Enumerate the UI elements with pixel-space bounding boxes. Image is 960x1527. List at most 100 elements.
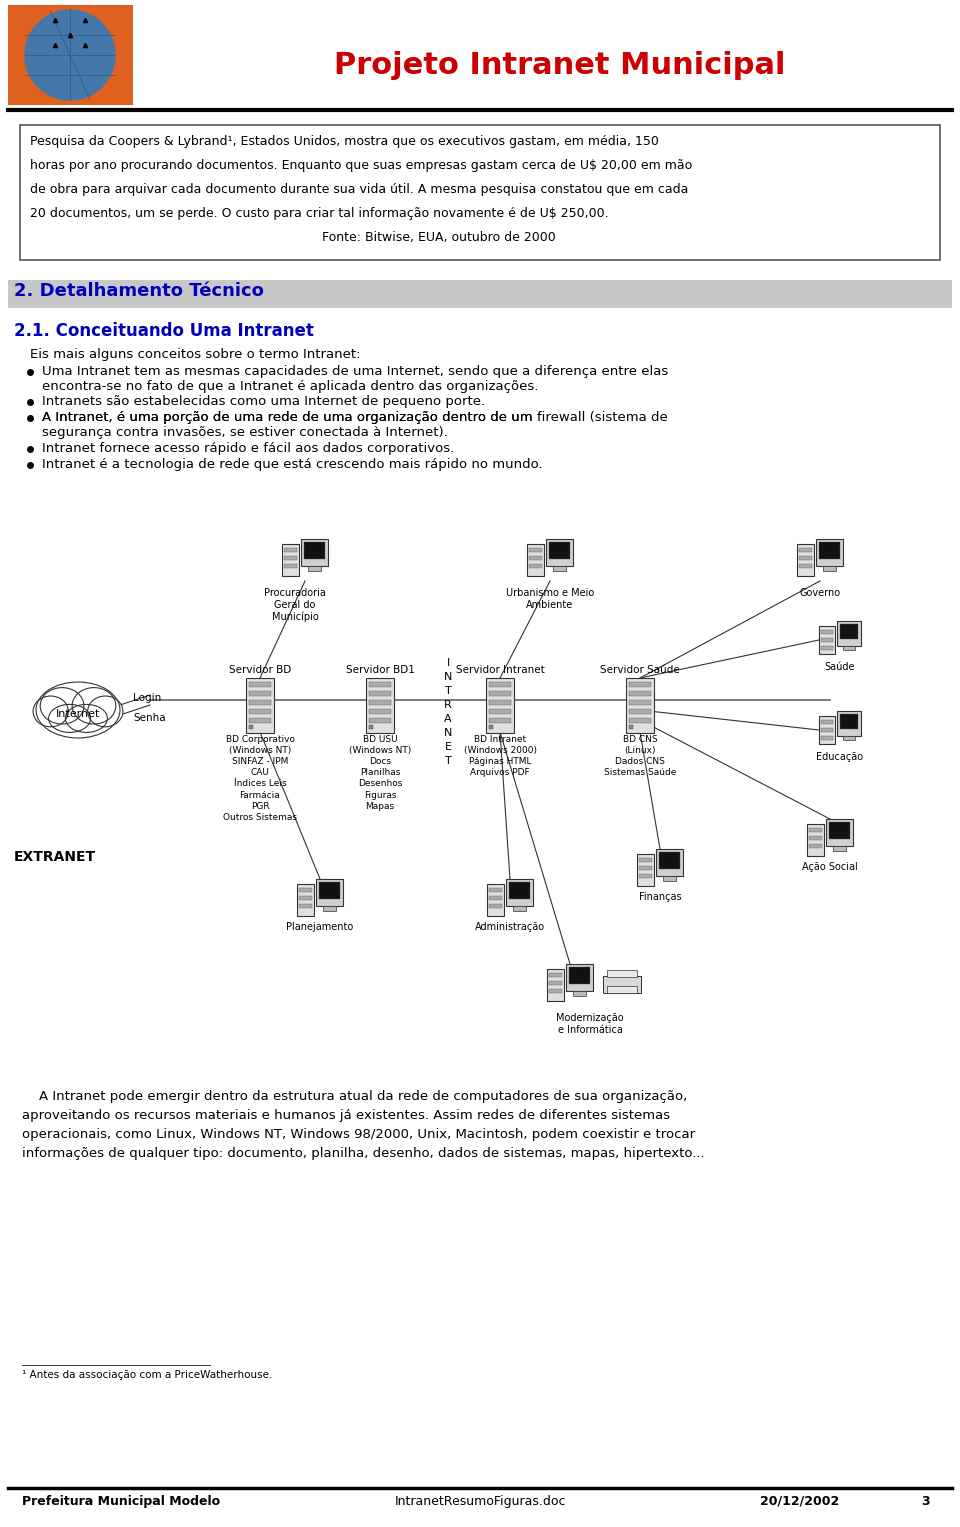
FancyBboxPatch shape	[299, 889, 313, 892]
FancyBboxPatch shape	[553, 567, 566, 571]
FancyBboxPatch shape	[809, 844, 823, 849]
FancyBboxPatch shape	[547, 970, 564, 1000]
Text: aproveitando os recursos materiais e humanos já existentes. Assim redes de difer: aproveitando os recursos materiais e hum…	[22, 1109, 670, 1122]
FancyBboxPatch shape	[639, 875, 653, 878]
FancyBboxPatch shape	[819, 716, 835, 744]
FancyBboxPatch shape	[489, 709, 511, 713]
Text: 20 documentos, um se perde. O custo para criar tal informação novamente é de U$ : 20 documentos, um se perde. O custo para…	[30, 208, 609, 220]
FancyBboxPatch shape	[637, 854, 655, 886]
FancyBboxPatch shape	[639, 858, 653, 863]
Text: Uma Intranet tem as mesmas capacidades de uma Internet, sendo que a diferença en: Uma Intranet tem as mesmas capacidades d…	[42, 365, 668, 379]
FancyBboxPatch shape	[573, 991, 587, 996]
FancyBboxPatch shape	[821, 719, 833, 724]
Text: Governo: Governo	[800, 588, 841, 599]
Text: Login: Login	[133, 693, 161, 702]
Text: Intranet é a tecnologia de rede que está crescendo mais rápido no mundo.: Intranet é a tecnologia de rede que está…	[42, 458, 542, 470]
FancyBboxPatch shape	[827, 818, 853, 846]
FancyBboxPatch shape	[299, 896, 313, 901]
FancyBboxPatch shape	[629, 699, 651, 704]
FancyBboxPatch shape	[799, 565, 812, 568]
FancyBboxPatch shape	[840, 625, 858, 638]
Text: Internet: Internet	[56, 709, 100, 719]
Text: EXTRANET: EXTRANET	[14, 851, 96, 864]
Text: IntranetResumoFiguras.doc: IntranetResumoFiguras.doc	[395, 1495, 565, 1509]
FancyBboxPatch shape	[639, 866, 653, 870]
Text: Administração: Administração	[475, 922, 545, 931]
FancyBboxPatch shape	[797, 544, 814, 576]
Text: operacionais, como Linux, Windows NT, Windows 98/2000, Unix, Macintosh, podem co: operacionais, como Linux, Windows NT, Wi…	[22, 1128, 695, 1141]
Text: A: A	[444, 715, 452, 724]
FancyBboxPatch shape	[369, 718, 391, 722]
FancyBboxPatch shape	[249, 709, 271, 713]
FancyBboxPatch shape	[246, 678, 274, 733]
FancyBboxPatch shape	[369, 681, 391, 687]
FancyBboxPatch shape	[282, 544, 300, 576]
FancyBboxPatch shape	[829, 822, 851, 840]
Text: Procuradoria
Geral do
Município: Procuradoria Geral do Município	[264, 588, 326, 621]
FancyBboxPatch shape	[820, 542, 840, 559]
FancyBboxPatch shape	[837, 712, 861, 736]
Text: N: N	[444, 728, 452, 738]
FancyBboxPatch shape	[284, 548, 298, 553]
FancyBboxPatch shape	[821, 646, 833, 651]
FancyBboxPatch shape	[821, 728, 833, 731]
FancyBboxPatch shape	[489, 690, 511, 695]
FancyBboxPatch shape	[527, 544, 544, 576]
Text: de obra para arquivar cada documento durante sua vida útil. A mesma pesquisa con: de obra para arquivar cada documento dur…	[30, 183, 688, 195]
Ellipse shape	[72, 687, 116, 724]
FancyBboxPatch shape	[369, 699, 391, 704]
FancyBboxPatch shape	[324, 907, 337, 910]
Text: T: T	[444, 756, 451, 767]
FancyBboxPatch shape	[284, 565, 298, 568]
FancyBboxPatch shape	[819, 626, 835, 654]
FancyBboxPatch shape	[603, 976, 641, 993]
Text: 2.1. Conceituando Uma Intranet: 2.1. Conceituando Uma Intranet	[14, 322, 314, 341]
FancyBboxPatch shape	[549, 973, 563, 977]
FancyBboxPatch shape	[799, 548, 812, 553]
Ellipse shape	[65, 704, 108, 733]
FancyBboxPatch shape	[821, 736, 833, 739]
FancyBboxPatch shape	[489, 724, 493, 728]
Text: ¹ Antes da associação com a PriceWatherhouse.: ¹ Antes da associação com a PriceWatherh…	[22, 1370, 273, 1380]
Text: Eis mais alguns conceitos sobre o termo Intranet:: Eis mais alguns conceitos sobre o termo …	[30, 348, 361, 360]
FancyBboxPatch shape	[629, 690, 651, 695]
Text: Fonte: Bitwise, EUA, outubro de 2000: Fonte: Bitwise, EUA, outubro de 2000	[30, 231, 556, 244]
Text: Saúde: Saúde	[825, 663, 855, 672]
FancyBboxPatch shape	[807, 825, 825, 855]
FancyBboxPatch shape	[514, 907, 526, 910]
FancyBboxPatch shape	[317, 880, 343, 907]
FancyBboxPatch shape	[629, 681, 651, 687]
Text: horas por ano procurando documentos. Enquanto que suas empresas gastam cerca de : horas por ano procurando documentos. Enq…	[30, 159, 692, 173]
FancyBboxPatch shape	[629, 709, 651, 713]
FancyBboxPatch shape	[549, 982, 563, 985]
Text: 3: 3	[922, 1495, 930, 1509]
FancyBboxPatch shape	[249, 718, 271, 722]
FancyBboxPatch shape	[249, 681, 271, 687]
FancyBboxPatch shape	[816, 539, 843, 567]
Text: 20/12/2002: 20/12/2002	[760, 1495, 839, 1509]
FancyBboxPatch shape	[657, 849, 684, 876]
FancyBboxPatch shape	[546, 539, 573, 567]
Text: BD USU
(Windows NT)
Docs
Planilhas
Desenhos
Figuras
Mapas: BD USU (Windows NT) Docs Planilhas Desen…	[348, 734, 411, 811]
FancyBboxPatch shape	[297, 884, 315, 916]
FancyBboxPatch shape	[308, 567, 322, 571]
Text: Projeto Intranet Municipal: Projeto Intranet Municipal	[334, 50, 785, 79]
FancyBboxPatch shape	[663, 876, 677, 881]
FancyBboxPatch shape	[510, 883, 530, 899]
Circle shape	[25, 11, 115, 99]
Text: 2. Detalhamento Técnico: 2. Detalhamento Técnico	[14, 282, 264, 299]
FancyBboxPatch shape	[629, 718, 651, 722]
FancyBboxPatch shape	[489, 904, 502, 909]
FancyBboxPatch shape	[20, 125, 940, 260]
FancyBboxPatch shape	[304, 542, 325, 559]
Text: Intranets são estabelecidas como uma Internet de pequeno porte.: Intranets são estabelecidas como uma Int…	[42, 395, 485, 408]
FancyBboxPatch shape	[366, 678, 394, 733]
FancyBboxPatch shape	[489, 681, 511, 687]
Text: BD Corporativo
(Windows NT)
SINFAZ - IPM
CAU
Índices Leis
Farmácia
PGR
Outros Si: BD Corporativo (Windows NT) SINFAZ - IPM…	[223, 734, 297, 822]
FancyBboxPatch shape	[607, 970, 637, 977]
FancyBboxPatch shape	[529, 548, 542, 553]
Text: Intranet fornece acesso rápido e fácil aos dados corporativos.: Intranet fornece acesso rápido e fácil a…	[42, 441, 454, 455]
Text: informações de qualquer tipo: documento, planilha, desenho, dados de sistemas, m: informações de qualquer tipo: documento,…	[22, 1147, 705, 1161]
Text: encontra-se no fato de que a Intranet é aplicada dentro das organizações.: encontra-se no fato de que a Intranet é …	[42, 380, 539, 392]
Ellipse shape	[40, 687, 84, 724]
